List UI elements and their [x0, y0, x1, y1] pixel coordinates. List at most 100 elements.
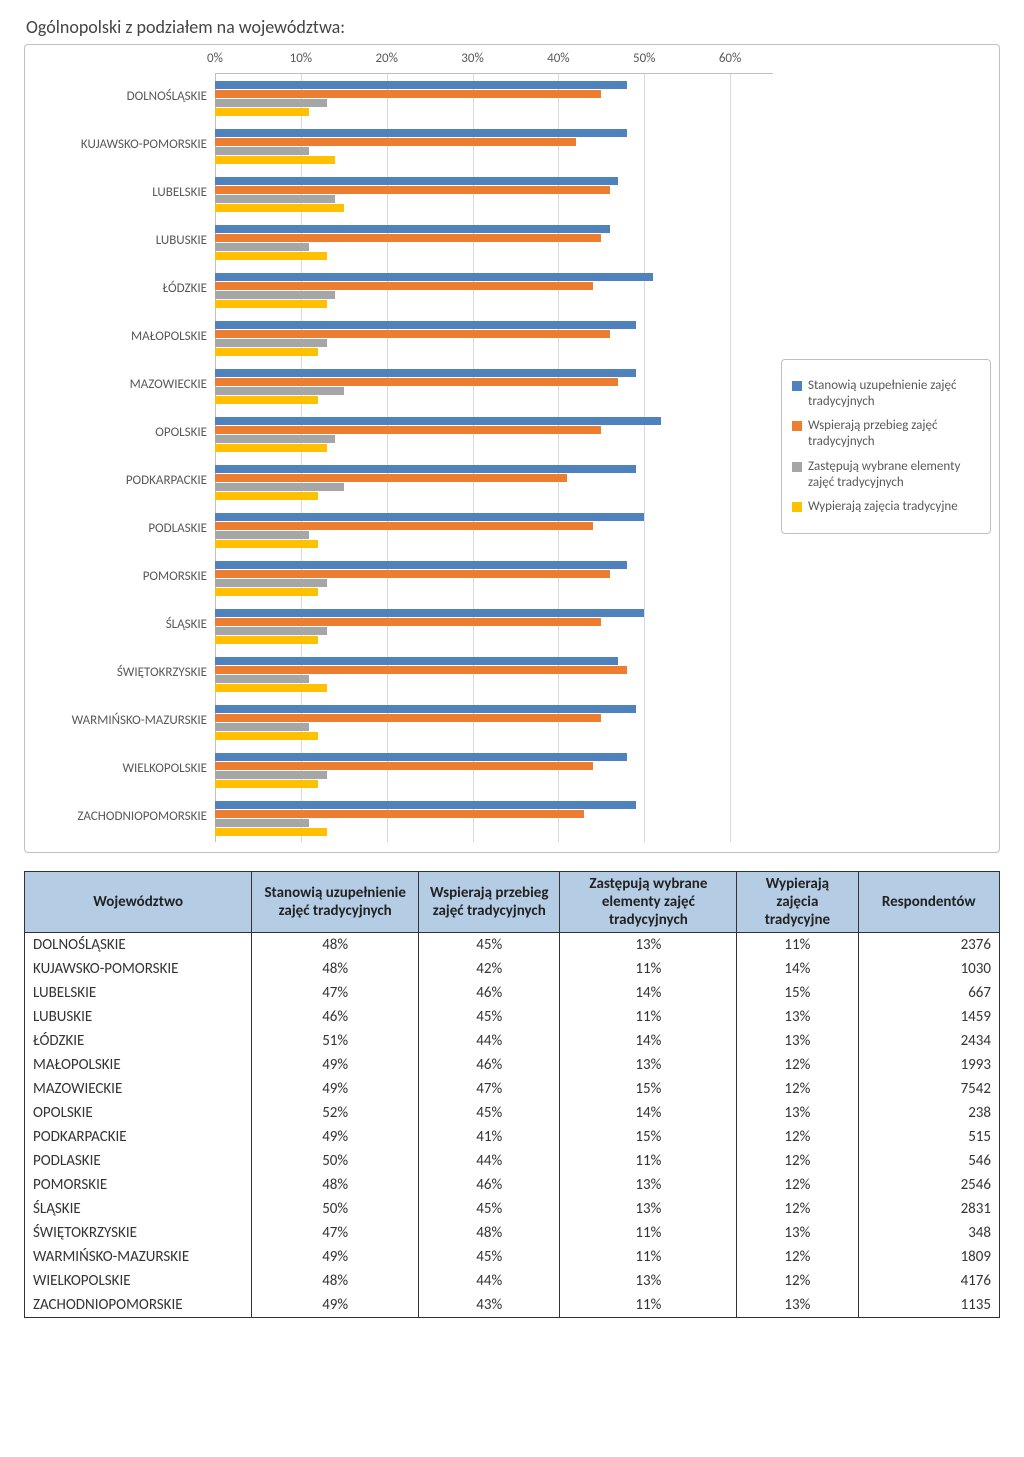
- table-cell: 348: [858, 1221, 999, 1245]
- bar: [215, 657, 618, 665]
- table-cell: 15%: [560, 1125, 737, 1149]
- table-header-cell: Województwo: [25, 872, 252, 933]
- table-cell: 11%: [560, 1005, 737, 1029]
- category-label: ŚLĄSKIE: [33, 601, 215, 649]
- table-cell: 44%: [419, 1149, 560, 1173]
- table-cell: 2831: [858, 1197, 999, 1221]
- bar: [215, 483, 344, 491]
- table-cell: 49%: [252, 1245, 419, 1269]
- category-labels: DOLNOŚLĄSKIEKUJAWSKO-POMORSKIELUBELSKIEL…: [33, 73, 215, 842]
- bar: [215, 348, 318, 356]
- table-cell: DOLNOŚLĄSKIE: [25, 933, 252, 958]
- bar: [215, 819, 309, 827]
- category-label: PODKARPACKIE: [33, 457, 215, 505]
- table-cell: LUBELSKIE: [25, 981, 252, 1005]
- table-cell: 11%: [560, 1221, 737, 1245]
- table-cell: 48%: [252, 1269, 419, 1293]
- category-label: ŁÓDZKIE: [33, 265, 215, 313]
- x-axis-tick: 20%: [375, 51, 397, 66]
- bar: [215, 282, 593, 290]
- bar: [215, 444, 327, 452]
- category-label: WIELKOPOLSKIE: [33, 745, 215, 793]
- bars-container: [215, 74, 773, 842]
- table-cell: 667: [858, 981, 999, 1005]
- legend-label: Wspierają przebieg zajęć tradycyjnych: [808, 418, 980, 451]
- table-cell: 11%: [560, 957, 737, 981]
- table-cell: 51%: [252, 1029, 419, 1053]
- data-table: WojewództwoStanowią uzupełnienie zajęć t…: [24, 871, 1000, 1318]
- bar: [215, 561, 627, 569]
- table-cell: 238: [858, 1101, 999, 1125]
- table-row: OPOLSKIE52%45%14%13%238: [25, 1101, 1000, 1125]
- table-header-cell: Zastępują wybrane elementy zajęć tradycy…: [560, 872, 737, 933]
- table-cell: 44%: [419, 1269, 560, 1293]
- table-cell: 13%: [560, 933, 737, 958]
- table-cell: 42%: [419, 957, 560, 981]
- table-row: POMORSKIE48%46%13%12%2546: [25, 1173, 1000, 1197]
- bar: [215, 636, 318, 644]
- bar: [215, 396, 318, 404]
- bar: [215, 243, 309, 251]
- x-axis-tick: 60%: [719, 51, 741, 66]
- table-cell: 46%: [419, 981, 560, 1005]
- x-axis-tick: 30%: [461, 51, 483, 66]
- legend-swatch: [792, 421, 802, 431]
- bar: [215, 330, 610, 338]
- table-cell: 12%: [737, 1269, 858, 1293]
- bar: [215, 177, 618, 185]
- table-cell: MAZOWIECKIE: [25, 1077, 252, 1101]
- bar: [215, 195, 335, 203]
- table-cell: 1030: [858, 957, 999, 981]
- table-cell: 48%: [252, 933, 419, 958]
- table-cell: 546: [858, 1149, 999, 1173]
- bar: [215, 723, 309, 731]
- table-row: PODLASKIE50%44%11%12%546: [25, 1149, 1000, 1173]
- bar: [215, 81, 627, 89]
- table-cell: MAŁOPOLSKIE: [25, 1053, 252, 1077]
- table-cell: 1135: [858, 1293, 999, 1318]
- table-cell: 46%: [252, 1005, 419, 1029]
- legend-swatch: [792, 381, 802, 391]
- table-header-cell: Stanowią uzupełnienie zajęć tradycyjnych: [252, 872, 419, 933]
- bar: [215, 801, 636, 809]
- bar: [215, 108, 309, 116]
- table-cell: 15%: [737, 981, 858, 1005]
- table-cell: 45%: [419, 1197, 560, 1221]
- category-label: KUJAWSKO-POMORSKIE: [33, 121, 215, 169]
- table-row: LUBELSKIE47%46%14%15%667: [25, 981, 1000, 1005]
- table-cell: 49%: [252, 1125, 419, 1149]
- legend-swatch: [792, 502, 802, 512]
- table-cell: 12%: [737, 1197, 858, 1221]
- bar-group: [215, 602, 773, 650]
- table-cell: WARMIŃSKO-MAZURSKIE: [25, 1245, 252, 1269]
- table-row: ZACHODNIOPOMORSKIE49%43%11%13%1135: [25, 1293, 1000, 1318]
- table-cell: ŁÓDZKIE: [25, 1029, 252, 1053]
- table-cell: 49%: [252, 1077, 419, 1101]
- table-cell: 13%: [737, 1221, 858, 1245]
- table-cell: 45%: [419, 1101, 560, 1125]
- bar-group: [215, 314, 773, 362]
- bar: [215, 618, 601, 626]
- bar: [215, 291, 335, 299]
- table-row: ŚLĄSKIE50%45%13%12%2831: [25, 1197, 1000, 1221]
- bar: [215, 780, 318, 788]
- bar-group: [215, 794, 773, 842]
- bar: [215, 579, 327, 587]
- table-cell: 43%: [419, 1293, 560, 1318]
- bar: [215, 234, 601, 242]
- x-axis-tick: 50%: [633, 51, 655, 66]
- bar: [215, 273, 653, 281]
- bar-group: [215, 506, 773, 554]
- table-cell: 14%: [737, 957, 858, 981]
- table-cell: WIELKOPOLSKIE: [25, 1269, 252, 1293]
- table-cell: 13%: [560, 1197, 737, 1221]
- x-axis: 0%10%20%30%40%50%60%: [215, 51, 773, 73]
- bar: [215, 339, 327, 347]
- table-cell: 14%: [560, 1101, 737, 1125]
- bar: [215, 588, 318, 596]
- x-axis-tick: 40%: [547, 51, 569, 66]
- table-cell: ZACHODNIOPOMORSKIE: [25, 1293, 252, 1318]
- table-row: MAŁOPOLSKIE49%46%13%12%1993: [25, 1053, 1000, 1077]
- table-row: MAZOWIECKIE49%47%15%12%7542: [25, 1077, 1000, 1101]
- table-row: DOLNOŚLĄSKIE48%45%13%11%2376: [25, 933, 1000, 958]
